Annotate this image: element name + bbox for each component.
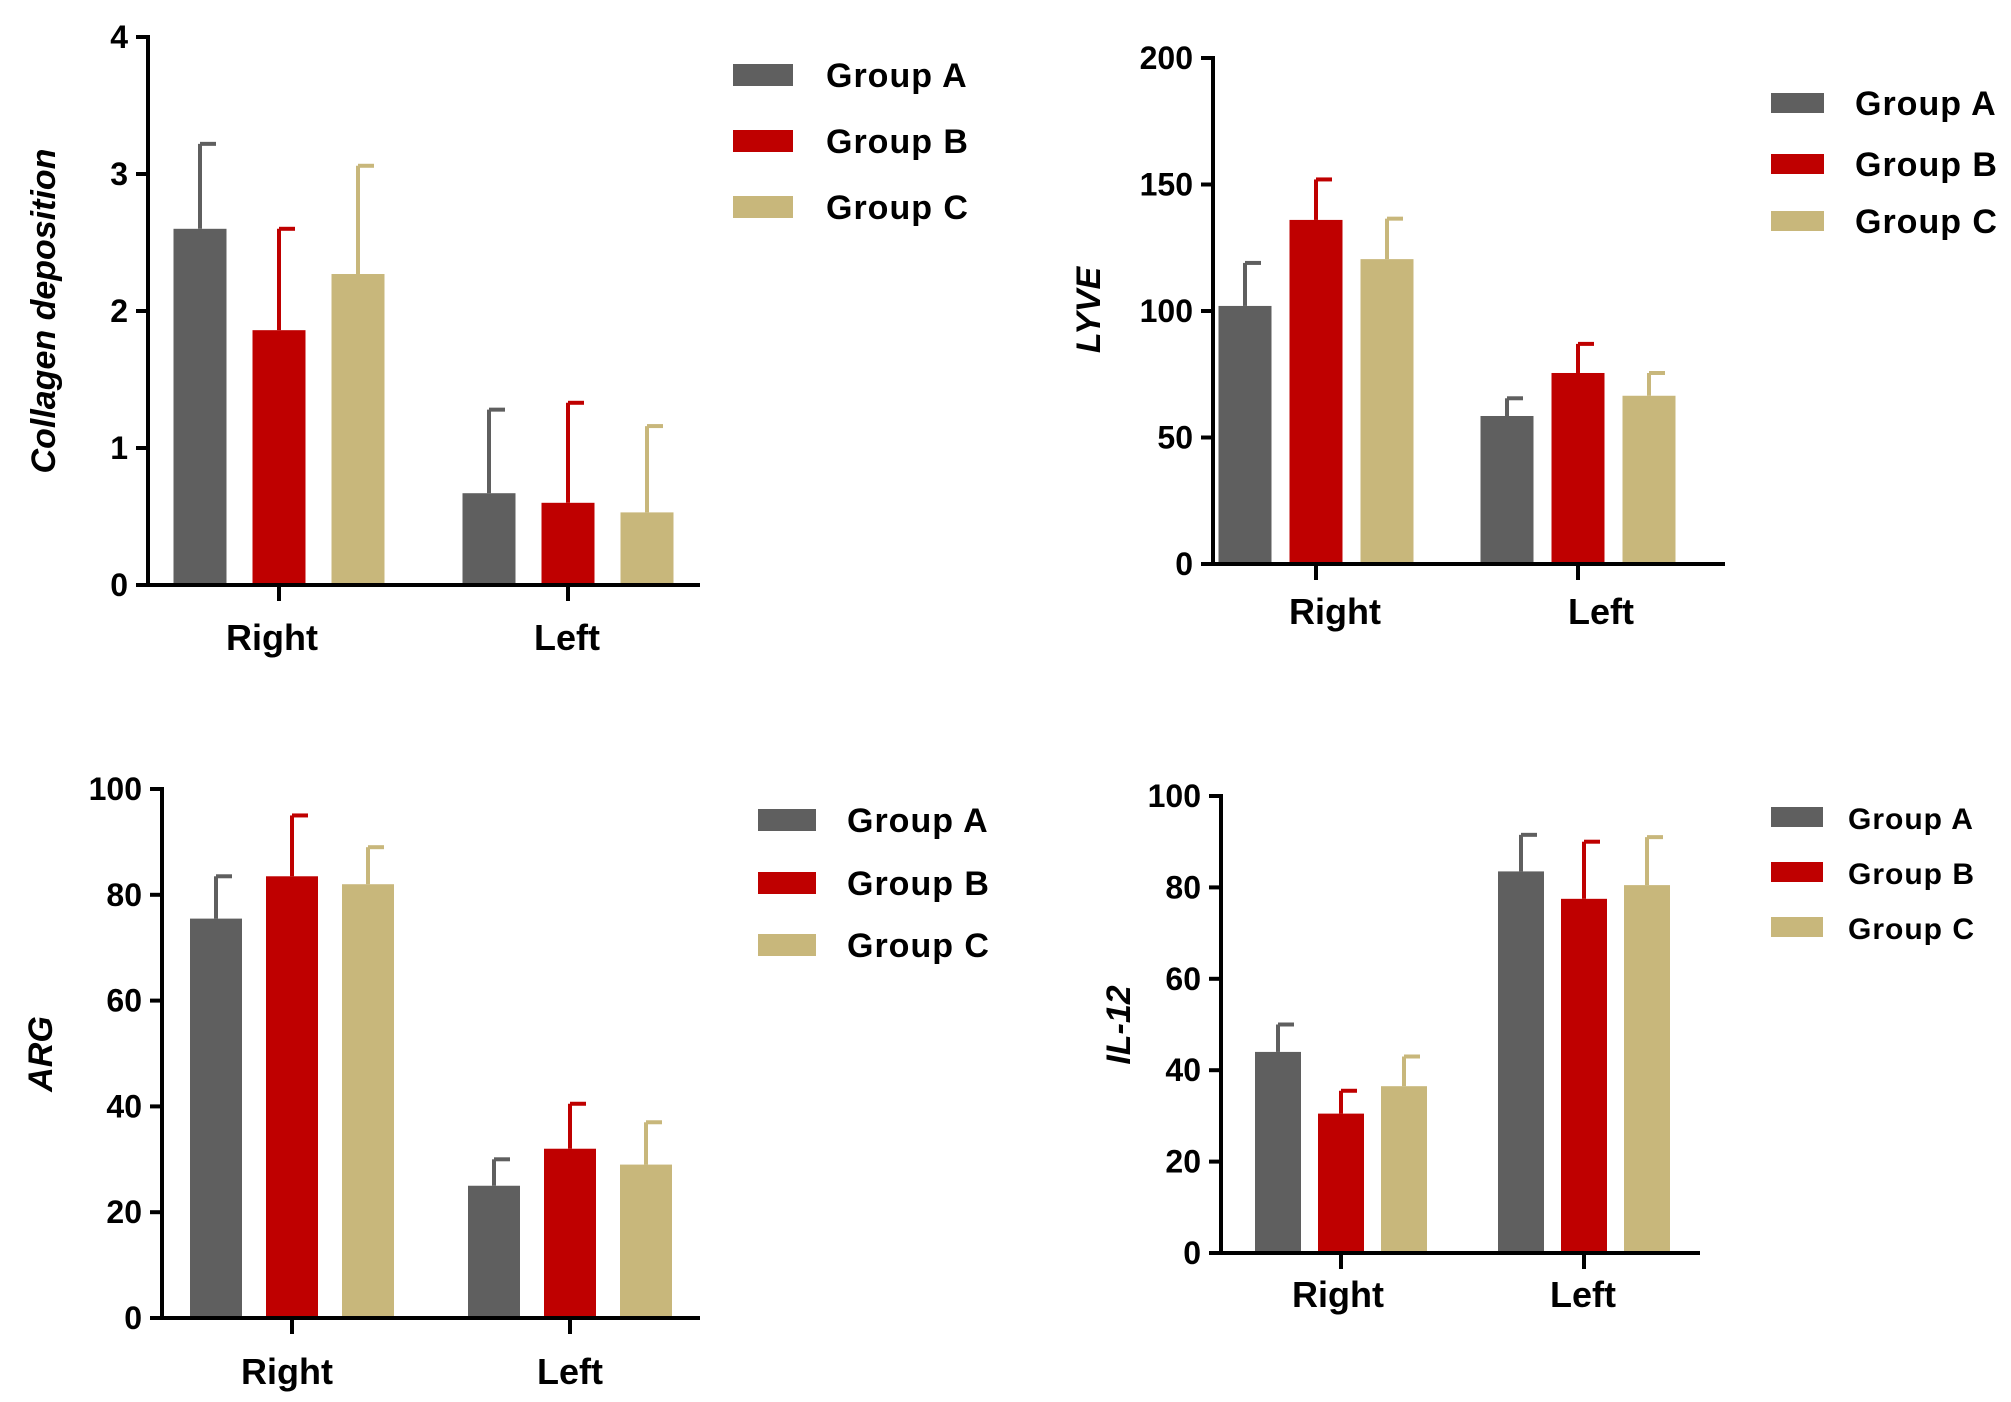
legend-swatch <box>1771 862 1823 882</box>
bar-group-a-right <box>1255 1051 1301 1253</box>
bar-group-c-left <box>1624 885 1670 1253</box>
legend-swatch <box>1771 154 1824 174</box>
y-tick-label: 100 <box>1148 778 1201 814</box>
legend-swatch <box>733 130 793 152</box>
legend-swatch <box>758 934 816 956</box>
y-tick-label: 3 <box>110 156 128 192</box>
chart-panel-1: 0 1 2 3 4 Right Left Collagen deposition Group A… <box>25 19 969 658</box>
x-tick-label: Right <box>1292 1274 1384 1315</box>
bar-group-c-left <box>620 1164 672 1318</box>
y-tick-label: 80 <box>1165 869 1201 905</box>
bar-group-c-left <box>1622 395 1676 564</box>
y-tick-label: 0 <box>1175 546 1193 582</box>
bar-group-a-right <box>1218 305 1272 564</box>
x-tick-label: Left <box>1568 591 1634 632</box>
y-tick-label: 20 <box>106 1194 142 1230</box>
legend: Group A Group B Group C <box>1771 803 1975 946</box>
bar-group-b-right <box>1289 219 1343 565</box>
legend-label: Group C <box>847 927 990 965</box>
x-tick-label: Left <box>537 1351 603 1392</box>
legend-label: Group B <box>826 123 969 161</box>
y-tick-label: 20 <box>1165 1144 1201 1180</box>
x-tick-label: Right <box>241 1351 333 1392</box>
bar-group-c-right <box>331 274 385 585</box>
legend-label: Group A <box>847 802 989 840</box>
x-tick-label: Right <box>1289 591 1381 632</box>
legend-label: Group A <box>826 57 968 95</box>
legend-label: Group A <box>1855 85 1997 123</box>
legend: Group A Group B Group C <box>758 802 990 965</box>
y-tick-label: 0 <box>1183 1235 1201 1271</box>
bar-group-c-left <box>620 512 674 585</box>
bar-group-a-left <box>1498 871 1544 1253</box>
x-tick-label: Left <box>1550 1274 1616 1315</box>
legend-label: Group A <box>1848 803 1974 836</box>
y-tick-label: 80 <box>106 877 142 913</box>
bar-group-b-left <box>1551 372 1605 564</box>
y-tick-label: 0 <box>124 1300 142 1336</box>
bar-group-b-left <box>544 1148 596 1318</box>
y-tick-label: 0 <box>110 567 128 603</box>
bar-group-a-left <box>462 493 516 585</box>
legend-swatch <box>1771 93 1824 113</box>
bar-group-b-right <box>266 876 318 1318</box>
chart-panel-4: 0 20 40 60 80 100 Right Left IL-12 Group A Group B… <box>1100 778 1975 1315</box>
bar-group-b-right <box>252 330 306 585</box>
y-tick-label: 1 <box>110 430 128 466</box>
bar-group-a-left <box>1480 415 1534 564</box>
legend: Group A Group B Group C <box>733 57 969 227</box>
x-tick-label: Right <box>226 617 318 658</box>
legend-swatch <box>1771 211 1824 231</box>
y-axis-label: Collagen deposition <box>25 149 63 474</box>
bar-group-b-left <box>541 502 595 585</box>
y-axis-label: IL-12 <box>1100 985 1138 1064</box>
legend-label: Group B <box>1848 858 1975 891</box>
bar-group-c-right <box>342 884 394 1318</box>
legend-swatch <box>733 196 793 218</box>
legend-swatch <box>733 64 793 86</box>
y-tick-label: 50 <box>1157 420 1193 456</box>
legend-swatch <box>1771 917 1823 937</box>
y-tick-label: 150 <box>1140 167 1193 203</box>
bar-group-a-left <box>468 1185 520 1318</box>
y-tick-label: 2 <box>110 293 128 329</box>
y-tick-label: 40 <box>106 1088 142 1124</box>
legend-label: Group B <box>847 865 990 903</box>
bar-group-c-right <box>1381 1086 1427 1253</box>
y-tick-label: 40 <box>1165 1052 1201 1088</box>
y-tick-label: 4 <box>110 19 128 55</box>
bar-group-a-right <box>173 228 227 586</box>
bar-group-a-right <box>190 918 242 1318</box>
y-tick-label: 60 <box>1165 961 1201 997</box>
x-tick-label: Left <box>534 617 600 658</box>
legend-label: Group C <box>1855 203 1998 241</box>
legend-swatch <box>1771 807 1823 827</box>
legend-label: Group B <box>1855 146 1998 184</box>
y-axis-label: LYVE <box>1070 266 1108 354</box>
legend-swatch <box>758 872 816 894</box>
y-axis-label: ARG <box>22 1016 60 1093</box>
bar-group-b-left <box>1561 898 1607 1253</box>
bar-group-c-right <box>1360 259 1414 564</box>
legend-label: Group C <box>1848 913 1975 946</box>
bar-group-b-right <box>1318 1113 1364 1253</box>
y-tick-label: 100 <box>89 771 142 807</box>
y-tick-label: 200 <box>1140 40 1193 76</box>
legend: Group A Group B Group C <box>1771 85 1998 241</box>
legend-swatch <box>758 809 816 831</box>
y-tick-label: 100 <box>1140 293 1193 329</box>
y-tick-label: 60 <box>106 983 142 1019</box>
legend-label: Group C <box>826 189 969 227</box>
